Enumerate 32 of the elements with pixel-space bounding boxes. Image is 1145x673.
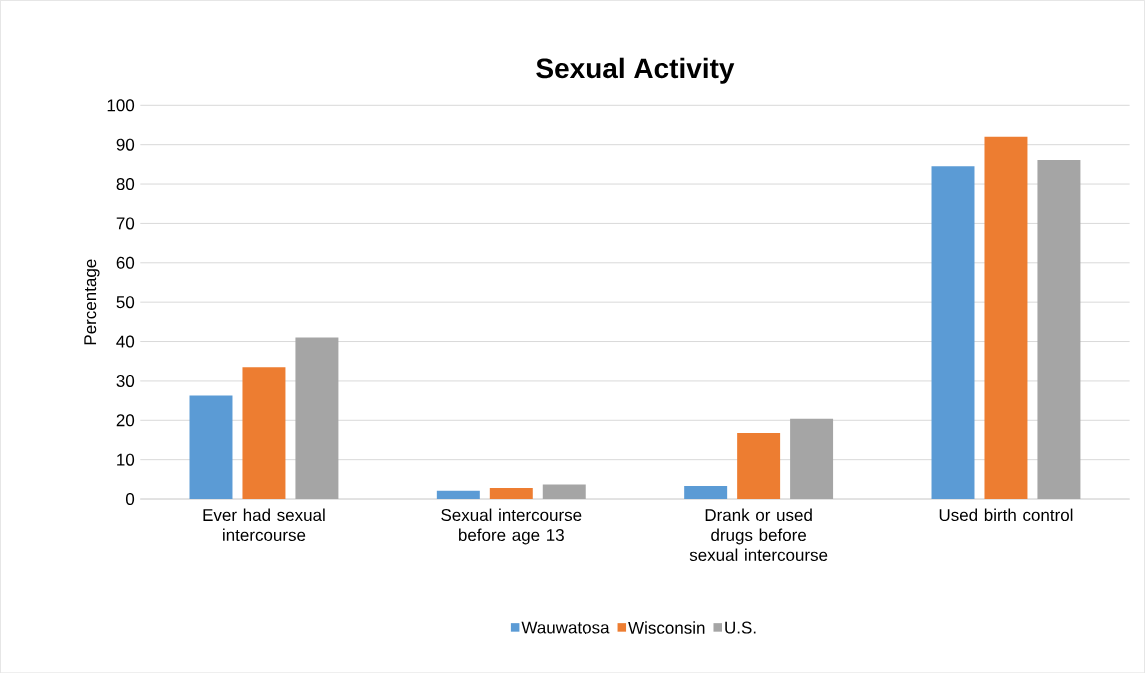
- legend-label: Wisconsin: [628, 621, 705, 634]
- bar: [242, 367, 286, 499]
- bar: [684, 485, 728, 499]
- y-tick-label: 50: [116, 296, 135, 309]
- y-tick-label: 0: [125, 492, 135, 505]
- bar: [790, 418, 834, 499]
- bar: [737, 432, 781, 499]
- y-tick-label: 90: [116, 138, 135, 151]
- legend-label: U.S.: [725, 621, 756, 634]
- y-tick-label: 10: [117, 453, 135, 466]
- x-tick-label: Drank or used drugs before sexual intercourse: [689, 508, 828, 561]
- bar: [931, 166, 975, 499]
- y-tick-label: 80: [116, 177, 135, 190]
- y-tick-label: 100: [107, 99, 135, 112]
- bar: [189, 395, 233, 499]
- y-axis-title: Percentage: [84, 259, 100, 345]
- y-tick-label: 40: [116, 335, 135, 348]
- x-tick-label: Used birth control: [939, 508, 1073, 521]
- bar: [542, 484, 586, 499]
- y-tick-label: 60: [116, 256, 135, 269]
- y-tick-label: 30: [116, 374, 135, 387]
- chart-title: Sexual Activity: [536, 57, 735, 84]
- bar: [436, 490, 480, 499]
- x-tick-label: Sexual intercourse before age 13: [441, 508, 582, 545]
- bar: [1037, 159, 1081, 499]
- y-tick-label: 20: [116, 414, 135, 427]
- x-tick-label: Ever had sexual intercourse: [203, 508, 325, 541]
- bar: [984, 136, 1028, 499]
- legend-label: Wauwatosa: [521, 621, 610, 634]
- bar: [489, 487, 533, 499]
- y-tick-label: 70: [116, 217, 135, 230]
- bar: [295, 337, 339, 499]
